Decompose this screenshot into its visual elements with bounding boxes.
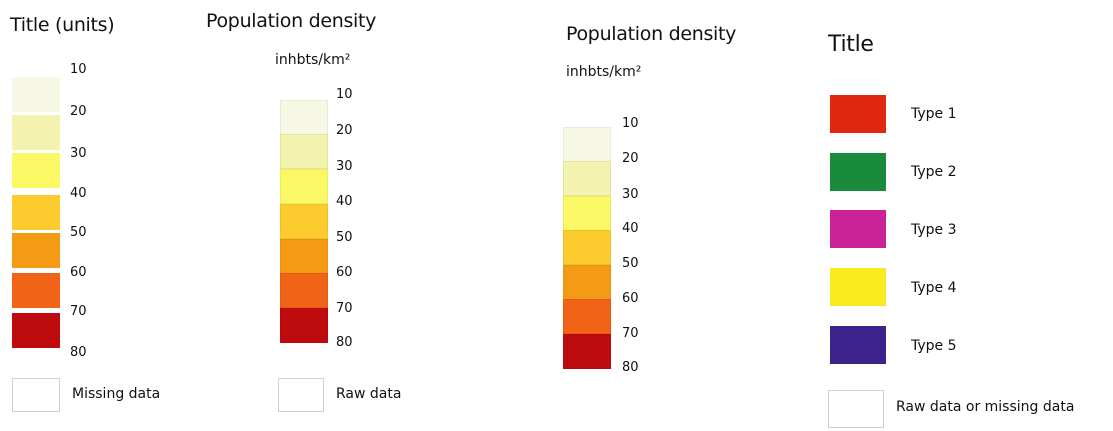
legend-swatch-7 — [563, 334, 611, 369]
legend-swatch-4 — [280, 204, 328, 239]
tick-label: 10 — [70, 62, 87, 77]
legend-swatch-5 — [12, 233, 60, 268]
legend-swatch-4 — [12, 195, 60, 230]
tick-label: 60 — [70, 265, 87, 280]
tick-label: 20 — [622, 151, 639, 166]
tick-label: 80 — [622, 360, 639, 375]
type-3-swatch — [830, 210, 886, 248]
tick-label: 40 — [622, 221, 639, 236]
legend-swatch-5 — [280, 239, 328, 274]
tick-label: 40 — [336, 194, 353, 209]
legend-swatch-6 — [12, 273, 60, 308]
legend-panel-1: Title (units) 10 20 30 40 50 60 70 80 Mi… — [0, 0, 190, 431]
type-3-label: Type 3 — [911, 222, 957, 238]
tick-label: 10 — [336, 87, 353, 102]
legend-swatch-1 — [12, 77, 60, 112]
tick-label: 70 — [336, 301, 353, 316]
legend-swatch-7 — [12, 313, 60, 348]
missing-data-label: Missing data — [72, 386, 161, 402]
tick-label: 30 — [622, 187, 639, 202]
legend-swatch-5 — [563, 265, 611, 300]
legend-swatch-3 — [280, 169, 328, 204]
type-5-label: Type 5 — [911, 338, 957, 354]
legend-title: Population density — [206, 10, 377, 32]
tick-label: 60 — [622, 291, 639, 306]
tick-label: 10 — [622, 116, 639, 131]
tick-label: 70 — [70, 304, 87, 319]
legend-swatch-3 — [563, 196, 611, 231]
tick-label: 80 — [70, 345, 87, 360]
type-5-swatch — [830, 326, 886, 364]
tick-label: 50 — [70, 225, 87, 240]
tick-label: 40 — [70, 186, 87, 201]
tick-label: 20 — [70, 104, 87, 119]
legend-panel-2: Population density inhbts/km² 10 20 30 4… — [200, 0, 440, 431]
tick-label: 60 — [336, 265, 353, 280]
legend-swatch-1 — [563, 127, 611, 162]
legend-title: Population density — [566, 23, 737, 45]
raw-missing-label: Raw data or missing data — [896, 399, 1075, 415]
legend-title: Title — [828, 32, 874, 57]
tick-label: 30 — [336, 159, 353, 174]
legend-unit: inhbts/km² — [566, 64, 642, 80]
tick-label: 50 — [336, 230, 353, 245]
type-4-label: Type 4 — [911, 280, 957, 296]
legend-swatch-6 — [280, 273, 328, 308]
legend-swatch-6 — [563, 299, 611, 334]
raw-data-label: Raw data — [336, 386, 402, 402]
type-4-swatch — [830, 268, 886, 306]
legend-title: Title (units) — [10, 14, 115, 36]
legend-swatch-7 — [280, 308, 328, 343]
tick-label: 70 — [622, 326, 639, 341]
legend-swatch-3 — [12, 153, 60, 188]
tick-label: 20 — [336, 123, 353, 138]
legend-panel-4: Title Type 1 Type 2 Type 3 Type 4 Type 5… — [820, 0, 1113, 431]
legend-swatch-2 — [280, 134, 328, 169]
legend-panel-3: Population density inhbts/km² 10 20 30 4… — [560, 0, 790, 431]
type-1-swatch — [830, 95, 886, 133]
raw-missing-swatch — [828, 390, 884, 428]
tick-label: 50 — [622, 256, 639, 271]
type-2-label: Type 2 — [911, 164, 957, 180]
legend-swatch-2 — [12, 115, 60, 150]
legend-swatch-4 — [563, 230, 611, 265]
tick-label: 30 — [70, 146, 87, 161]
type-1-label: Type 1 — [911, 106, 957, 122]
legend-unit: inhbts/km² — [275, 52, 351, 68]
raw-data-swatch — [278, 378, 324, 412]
tick-label: 80 — [336, 335, 353, 350]
type-2-swatch — [830, 153, 886, 191]
legend-swatch-1 — [280, 100, 328, 135]
legend-swatch-2 — [563, 161, 611, 196]
missing-data-swatch — [12, 378, 60, 412]
